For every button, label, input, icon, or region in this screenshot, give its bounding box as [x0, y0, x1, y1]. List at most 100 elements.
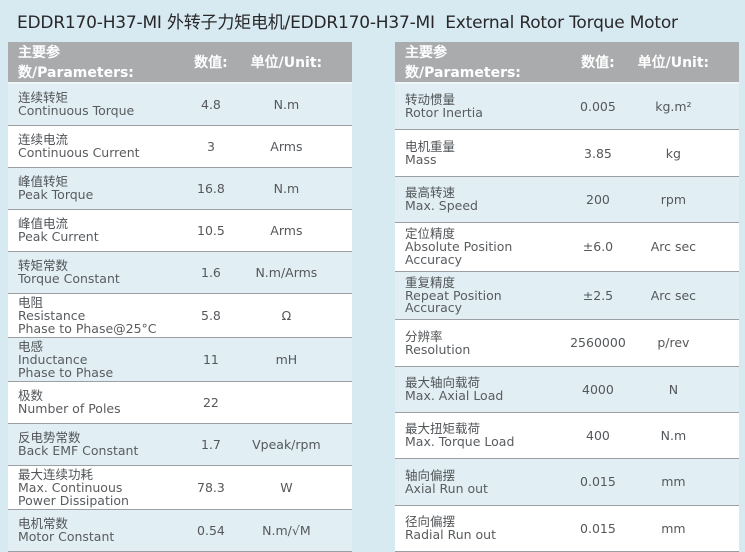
param-cell: 峰值转矩 Peak Torque: [8, 167, 174, 210]
param-value-cell: 0.015: [560, 458, 636, 506]
param-unit-cell: Vpeak/rpm: [248, 423, 352, 466]
param-cell: 定位精度 Absolute Position Accuracy: [395, 222, 561, 272]
param-cell: 径向偏摆 Radial Run out: [395, 505, 561, 552]
param-name-en: Number of Poles: [18, 401, 121, 417]
table-header-row: 主要参数/Parameters: 数值: 单位/Unit:: [8, 42, 352, 84]
param-value-cell: 4000: [560, 366, 636, 413]
param-value-cell: 2560000: [560, 319, 636, 367]
param-name-en: Max. Speed: [405, 198, 478, 214]
table-row: 最大连续功耗 Max. Continuous Power Dissipation…: [8, 465, 352, 510]
param-name-en: Inductance Phase to Phase: [18, 352, 114, 380]
param-unit-cell: mm: [635, 505, 739, 552]
param-name-en: Rotor Inertia: [405, 105, 483, 121]
param-unit-cell: rpm: [635, 176, 739, 224]
param-cell: 重复精度 Repeat Position Accuracy: [395, 271, 561, 321]
param-name-en: Resolution: [405, 341, 471, 357]
table-row: 连续转矩 Continuous Torque 4.8 N.m: [8, 83, 352, 126]
param-unit-cell: mH: [248, 337, 352, 382]
param-name-cn: 径向偏摆: [405, 514, 456, 530]
param-cell: 峰值电流 Peak Current: [8, 209, 174, 252]
table-row: 轴向偏摆 Axial Run out 0.015 mm: [395, 458, 739, 506]
param-unit-cell: Ω: [248, 293, 352, 338]
param-unit-cell: p/rev: [635, 319, 739, 367]
param-unit-cell: N: [635, 366, 739, 413]
param-cell: 轴向偏摆 Axial Run out: [395, 458, 561, 506]
param-name-cn: 电机常数: [18, 516, 69, 532]
param-cell: 最大轴向载荷 Max. Axial Load: [395, 366, 561, 413]
param-value-cell: 11: [173, 337, 249, 382]
param-name-cn: 峰值电流: [18, 216, 69, 232]
param-name-cn: 电感: [18, 339, 44, 354]
param-value-cell: 22: [173, 381, 249, 424]
param-cell: 转动惯量 Rotor Inertia: [395, 83, 561, 131]
param-value-cell: 0.54: [173, 509, 249, 552]
page-title: EDDR170-H37-MI 外转子力矩电机/EDDR170-H37-MI Ex…: [17, 13, 678, 33]
param-name-en: Continuous Current: [18, 145, 140, 161]
param-name-en: Max. Torque Load: [405, 434, 515, 450]
param-name-cn: 分辨率: [405, 328, 443, 344]
param-unit-cell: mm: [635, 458, 739, 506]
param-value-cell: 1.7: [173, 423, 249, 466]
table-row: 径向偏摆 Radial Run out 0.015 mm: [395, 505, 739, 552]
param-unit-cell: Arms: [248, 125, 352, 168]
param-name-cn: 极数: [18, 388, 44, 404]
table-row: 电机重量 Mass 3.85 kg: [395, 129, 739, 177]
param-value-cell: 3.85: [560, 129, 636, 177]
table-row: 定位精度 Absolute Position Accuracy ±6.0 Arc…: [395, 222, 739, 272]
param-name-en: Peak Torque: [18, 187, 94, 203]
param-cell: 最大扭矩载荷 Max. Torque Load: [395, 412, 561, 460]
param-value-cell: 0.005: [560, 83, 636, 131]
param-value-cell: 16.8: [173, 167, 249, 210]
table-row: 极数 Number of Poles 22: [8, 381, 352, 424]
param-unit-cell: N.m: [248, 83, 352, 126]
param-name-cn: 最大轴向载荷: [405, 374, 481, 390]
param-cell: 最大连续功耗 Max. Continuous Power Dissipation: [8, 465, 174, 510]
param-cell: 反电势常数 Back EMF Constant: [8, 423, 174, 466]
param-name-cn: 峰值转矩: [18, 174, 69, 190]
param-value-cell: 78.3: [173, 465, 249, 510]
param-name-en: Radial Run out: [405, 527, 496, 543]
column-header-unit: 单位/Unit:: [248, 42, 352, 84]
datasheet-page: EDDR170-H37-MI 外转子力矩电机/EDDR170-H37-MI Ex…: [8, 13, 739, 552]
param-unit-cell: [248, 381, 352, 424]
spec-table-right: 主要参数/Parameters: 数值: 单位/Unit: 转动惯量 Rotor…: [395, 42, 739, 552]
param-name-cn: 最大连续功耗: [18, 467, 94, 482]
param-value-cell: 10.5: [173, 209, 249, 252]
param-value-cell: 1.6: [173, 251, 249, 294]
table-row: 峰值电流 Peak Current 10.5 Arms: [8, 209, 352, 252]
table-header-row: 主要参数/Parameters: 数值: 单位/Unit:: [395, 42, 739, 84]
table-row: 转动惯量 Rotor Inertia 0.005 kg.m²: [395, 83, 739, 131]
param-cell: 极数 Number of Poles: [8, 381, 174, 424]
param-cell: 电感 Inductance Phase to Phase: [8, 337, 174, 382]
param-cell: 转矩常数 Torque Constant: [8, 251, 174, 294]
param-unit-cell: N.m: [248, 167, 352, 210]
column-header-parameters: 主要参数/Parameters:: [395, 42, 561, 84]
param-name-en: Axial Run out: [405, 480, 488, 496]
spec-tables-container: 主要参数/Parameters: 数值: 单位/Unit: 连续转矩 Conti…: [8, 42, 739, 552]
param-name-cn: 重复精度: [405, 274, 456, 290]
param-unit-cell: kg: [635, 129, 739, 177]
param-value-cell: 3: [173, 125, 249, 168]
param-value-cell: 400: [560, 412, 636, 460]
param-name-cn: 电阻: [18, 295, 44, 310]
param-unit-cell: Arc sec: [635, 271, 739, 321]
param-value-cell: ±6.0: [560, 222, 636, 272]
param-unit-cell: N.m: [635, 412, 739, 460]
table-row: 分辨率 Resolution 2560000 p/rev: [395, 319, 739, 367]
param-name-cn: 连续电流: [18, 132, 69, 148]
param-name-cn: 转矩常数: [18, 258, 69, 274]
param-name-cn: 轴向偏摆: [405, 467, 456, 483]
table-row: 最大轴向载荷 Max. Axial Load 4000 N: [395, 366, 739, 413]
param-name-en: Max. Continuous Power Dissipation: [18, 480, 129, 508]
param-name-en: Motor Constant: [18, 529, 115, 545]
param-cell: 分辨率 Resolution: [395, 319, 561, 367]
param-name-cn: 定位精度: [405, 226, 456, 242]
column-header-value: 数值:: [173, 42, 249, 84]
param-value-cell: ±2.5: [560, 271, 636, 321]
param-unit-cell: kg.m²: [635, 83, 739, 131]
param-cell: 最高转速 Max. Speed: [395, 176, 561, 224]
param-cell: 连续电流 Continuous Current: [8, 125, 174, 168]
param-value-cell: 200: [560, 176, 636, 224]
spec-table-left: 主要参数/Parameters: 数值: 单位/Unit: 连续转矩 Conti…: [8, 42, 352, 552]
table-row: 最大扭矩载荷 Max. Torque Load 400 N.m: [395, 412, 739, 460]
